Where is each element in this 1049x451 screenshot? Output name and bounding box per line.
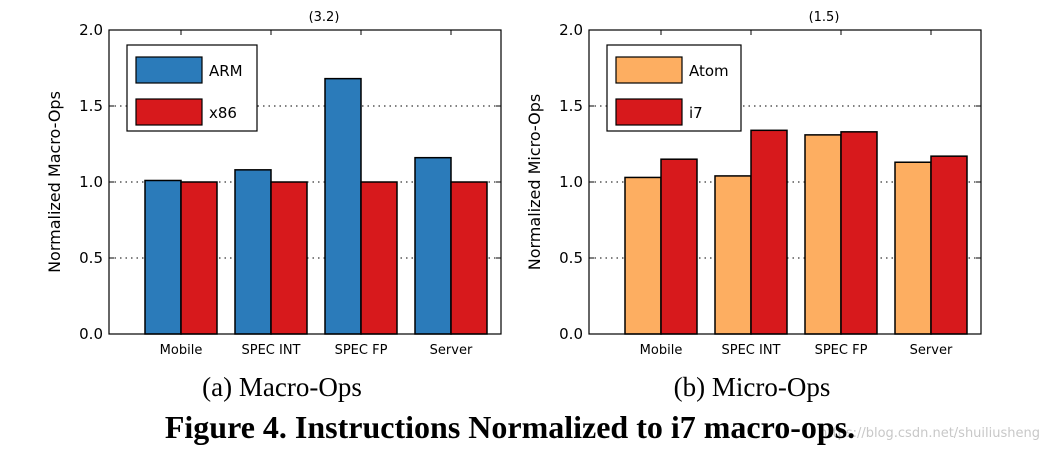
x-tick-label: Mobile xyxy=(160,343,203,358)
x-tick-label: SPEC INT xyxy=(721,343,780,358)
x-tick-label: SPEC INT xyxy=(241,343,300,358)
y-tick-label: 0.0 xyxy=(79,325,103,343)
legend-label-atom: Atom xyxy=(689,62,729,80)
legend-label-i7: i7 xyxy=(689,104,703,122)
bar-atom-spec-fp xyxy=(804,134,842,335)
y-axis-label: Normalized Macro-Ops xyxy=(45,91,64,273)
watermark-text: https://blog.csdn.net/shuiliusheng xyxy=(819,426,1040,441)
bar-i7-spec-int xyxy=(750,129,788,335)
bar-i7-server xyxy=(930,155,968,335)
overflow-annotation: (1.5) xyxy=(809,10,840,25)
y-tick-label: 1.5 xyxy=(79,97,103,115)
x-tick-label: Mobile xyxy=(640,343,683,358)
y-tick-label: 1.0 xyxy=(559,173,583,191)
x-tick-label: SPEC FP xyxy=(335,343,388,358)
x-tick-label: Server xyxy=(430,343,473,358)
overflow-annotation: (3.2) xyxy=(309,10,340,25)
y-tick-label: 0.5 xyxy=(559,249,583,267)
bar-i7-mobile xyxy=(660,158,698,335)
legend-swatch-x86 xyxy=(135,98,203,126)
bar-atom-server xyxy=(894,161,932,335)
legend-label-x86: x86 xyxy=(209,104,237,122)
sub-caption: (a) Macro-Ops xyxy=(202,372,362,402)
bar-x86-spec-int xyxy=(270,181,308,335)
x-tick-label: Server xyxy=(910,343,953,358)
y-tick-label: 1.0 xyxy=(79,173,103,191)
legend-swatch-i7 xyxy=(615,98,683,126)
bar-i7-spec-fp xyxy=(840,131,878,335)
bar-arm-spec-fp xyxy=(324,77,362,335)
bar-arm-mobile xyxy=(144,179,182,335)
y-tick-label: 2.0 xyxy=(79,21,103,39)
bar-arm-server xyxy=(414,156,452,335)
y-tick-label: 1.5 xyxy=(559,97,583,115)
legend-label-arm: ARM xyxy=(209,62,243,80)
y-tick-label: 0.5 xyxy=(79,249,103,267)
bar-atom-mobile xyxy=(624,176,662,335)
bar-x86-spec-fp xyxy=(360,181,398,335)
y-tick-label: 0.0 xyxy=(559,325,583,343)
bar-atom-spec-int xyxy=(714,175,752,335)
legend-swatch-arm xyxy=(135,56,203,84)
bar-x86-server xyxy=(450,181,488,335)
bar-x86-mobile xyxy=(180,181,218,335)
y-axis-label: Normalized Micro-Ops xyxy=(525,94,544,270)
chart-panel-b: 0.0 0.5 1.0 1.5 2.0 Mobile SPEC INT SPEC FP Serv… xyxy=(525,10,982,402)
legend-swatch-atom xyxy=(615,56,683,84)
sub-caption: (b) Micro-Ops xyxy=(674,372,831,402)
y-tick-label: 2.0 xyxy=(559,21,583,39)
chart-panel-a: 0.0 0.5 1.0 1.5 2.0 Mobile SPEC INT SPEC FP Serv… xyxy=(45,10,502,402)
x-tick-label: SPEC FP xyxy=(815,343,868,358)
bar-arm-spec-int xyxy=(234,169,272,335)
figure-caption: Figure 4. Instructions Normalized to i7 … xyxy=(165,409,855,445)
